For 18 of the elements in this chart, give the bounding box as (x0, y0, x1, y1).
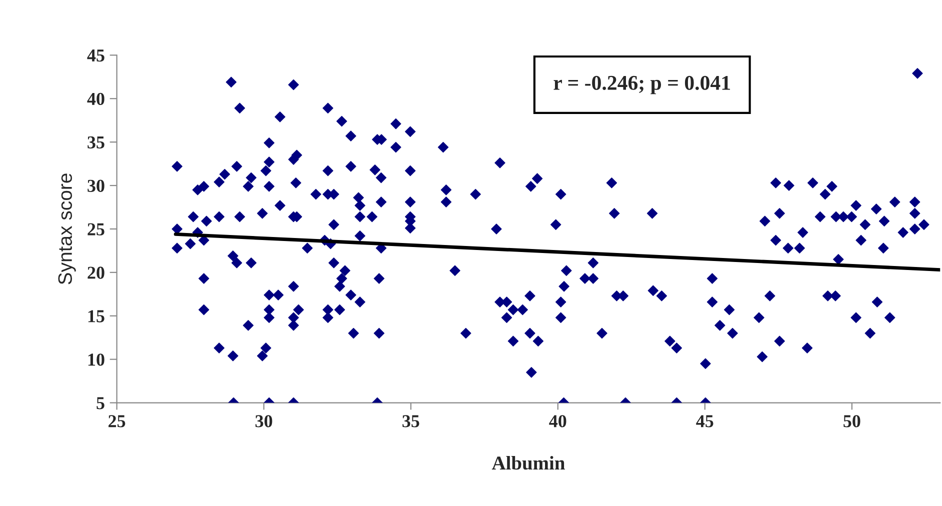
y-tick-label: 40 (87, 92, 104, 106)
y-tick-label: 15 (88, 310, 104, 322)
x-tick-label: 40 (549, 415, 566, 428)
y-tick-label: 30 (88, 180, 104, 192)
y-tick-label: 35 (88, 136, 104, 148)
annotation: r = -0.246; p = 0.041 (554, 76, 730, 94)
x-tick-label: 25 (108, 415, 126, 428)
y-tick-label: 20 (88, 266, 104, 279)
x-tick-label: 35 (402, 415, 420, 428)
y-tick-label: 45 (87, 50, 104, 62)
y-axis-title: Syntax score (58, 174, 76, 284)
y-tick-label: 25 (88, 223, 104, 236)
x-tick-label: 50 (844, 415, 860, 428)
x-tick-label: 30 (255, 415, 272, 428)
y-tick-label: 5 (96, 397, 104, 410)
x-axis-title: Albumin (492, 456, 565, 470)
x-tick-label: 45 (696, 415, 714, 428)
y-tick-label: 10 (88, 354, 104, 366)
